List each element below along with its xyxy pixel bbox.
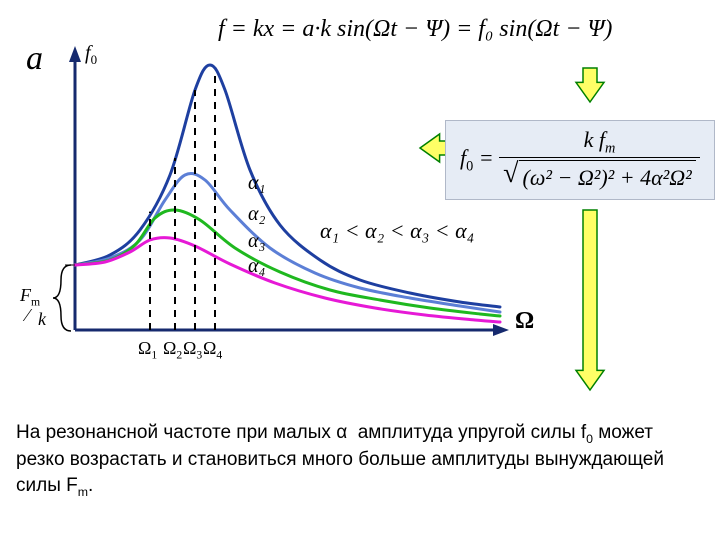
x-axis-label: Ω	[515, 308, 534, 335]
alpha-inequality: α₁ < α₂ < α₃ < α₄	[320, 218, 474, 244]
alpha-inequality-text: α₁ < α₂ < α₃ < α₄	[320, 218, 474, 243]
alpha2-label: α₂	[248, 203, 265, 226]
alpha1-label: α₁	[248, 172, 265, 195]
x-tick-label: Ω2	[163, 338, 182, 362]
x-tick-label: Ω1	[138, 338, 157, 362]
f0-radicand: (ω² − Ω²)² + 4α²Ω²	[519, 160, 696, 193]
caption-text: На резонансной частоте при малых α ампли…	[16, 420, 706, 501]
resonance-chart	[0, 0, 540, 380]
alpha3-label: α₃	[248, 230, 265, 253]
x-tick-label: Ω4	[203, 338, 222, 362]
x-tick-label: Ω3	[183, 338, 202, 362]
alpha4-label: α₄	[248, 255, 265, 278]
y-axis-label: f0	[85, 42, 97, 68]
